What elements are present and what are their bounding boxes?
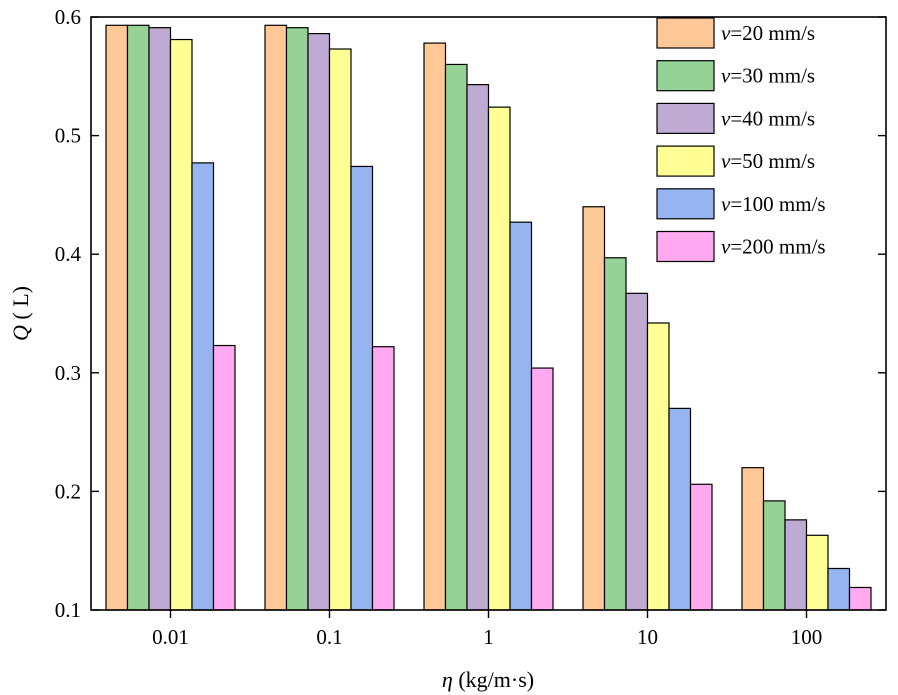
y-tick-label: 0.4 [55,242,82,266]
bar-10-series-1 [603,257,627,611]
x-tick-label: 10 [637,625,658,649]
bar-10-series-2 [625,292,649,611]
ticks-layer: 0.1 0.2 0.3 0.4 0.5 0.6 0.01 0.1 1 10 100 [55,5,886,649]
bar-1-series-2 [466,83,490,611]
bar-10-series-3 [646,322,670,611]
bar-0.1-series-5 [371,346,395,611]
bar-1-series-1 [444,63,468,611]
bar-0.1-series-0 [264,24,288,611]
bar-100-series-1 [762,500,786,611]
y-tick-label: 0.3 [55,361,81,385]
x-tick-label: 1 [483,625,494,649]
bar-0.1-series-4 [350,165,374,611]
bar-100-series-5 [848,586,872,611]
bar-0.01-series-1 [126,24,150,611]
bar-0.01-series-4 [191,162,215,611]
y-tick-label: 0.5 [55,124,81,148]
bar-0.01-series-5 [212,344,236,611]
legend-swatch-2 [656,102,715,135]
legend-label-1: v=30 mm/s [721,64,815,88]
legend-swatch-3 [656,145,715,177]
bar-0.1-series-3 [328,48,352,611]
x-tick-label: 100 [791,625,823,649]
legend-label-0: v=20 mm/s [721,21,815,45]
bar-100-series-2 [784,519,808,611]
bar-100-series-0 [741,467,765,611]
bar-0.01-series-3 [169,38,193,611]
x-tick-label: 0.1 [316,625,342,649]
bar-1-series-0 [423,42,447,611]
legend-swatch-5 [656,230,715,263]
bar-0.01-series-0 [105,24,129,611]
bar-1-series-3 [487,106,511,611]
legend-label-2: v=40 mm/s [721,106,815,130]
legend-label-5: v=200 mm/s [721,235,826,259]
y-tick-label: 0.6 [55,5,81,29]
legend-label-4: v=100 mm/s [721,192,826,216]
bar-10-series-5 [689,483,713,611]
bar-0.01-series-2 [148,27,172,611]
bar-0.1-series-2 [307,32,331,611]
legend-swatch-0 [656,17,715,49]
x-tick-label: 0.01 [152,625,189,649]
legend-swatch-4 [656,188,715,220]
bar-0.1-series-1 [285,27,309,611]
bar-1-series-5 [530,367,554,611]
bar-10-series-0 [582,206,606,611]
bars-layer [105,24,872,611]
legend-swatch-1 [656,60,715,92]
bar-10-series-4 [668,407,692,611]
bar-100-series-3 [805,534,829,611]
bar-1-series-4 [509,221,533,611]
y-tick-label: 0.2 [55,479,81,503]
y-axis-title: Q ( L) [8,286,33,341]
legend: v=20 mm/s v=30 mm/s v=40 mm/s v=50 mm/s v=10… [656,17,826,263]
legend-label-3: v=50 mm/s [721,149,815,173]
x-axis-title: η (kg/m·s) [442,667,534,692]
y-tick-label: 0.1 [55,598,81,622]
bar-100-series-4 [827,567,851,611]
